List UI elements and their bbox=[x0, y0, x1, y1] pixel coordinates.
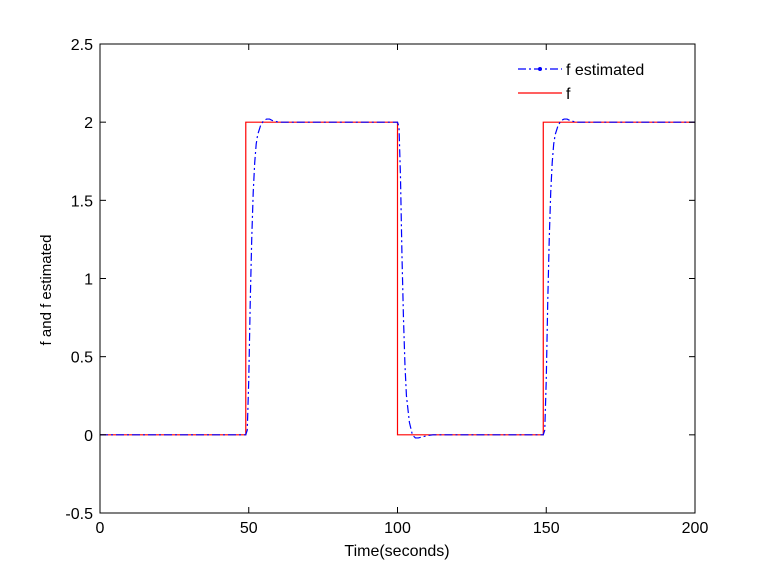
y-tick-label-0.5: 0.5 bbox=[71, 350, 93, 367]
y-tick-label-2: 2 bbox=[84, 115, 93, 132]
legend-label-f-estimated: f estimated bbox=[566, 62, 644, 79]
x-tick-label-150: 150 bbox=[533, 520, 560, 537]
series-layer bbox=[100, 118, 695, 439]
legend: f estimated f bbox=[518, 62, 644, 103]
x-axis-label: Time(seconds) bbox=[344, 543, 449, 560]
series-line-f-estimated bbox=[100, 118, 695, 439]
x-tick-label-200: 200 bbox=[682, 520, 709, 537]
legend-marker-f-estimated bbox=[538, 67, 542, 71]
legend-label-f: f bbox=[566, 86, 571, 103]
y-tick-label--0.5: -0.5 bbox=[65, 506, 93, 523]
y-tick-label-2.5: 2.5 bbox=[71, 37, 93, 54]
x-tick-label-100: 100 bbox=[384, 520, 411, 537]
series-line-f bbox=[100, 121, 695, 436]
y-tick-label-0: 0 bbox=[84, 428, 93, 445]
y-tick-label-1: 1 bbox=[84, 272, 93, 289]
ticks-layer: 0 50 100 150 200-0.500.511.522.5 bbox=[65, 37, 708, 537]
x-tick-label-0: 0 bbox=[96, 520, 105, 537]
y-tick-label-1.5: 1.5 bbox=[71, 193, 93, 210]
x-tick-label-50: 50 bbox=[240, 520, 258, 537]
y-axis-label: f and f estimated bbox=[38, 235, 55, 346]
